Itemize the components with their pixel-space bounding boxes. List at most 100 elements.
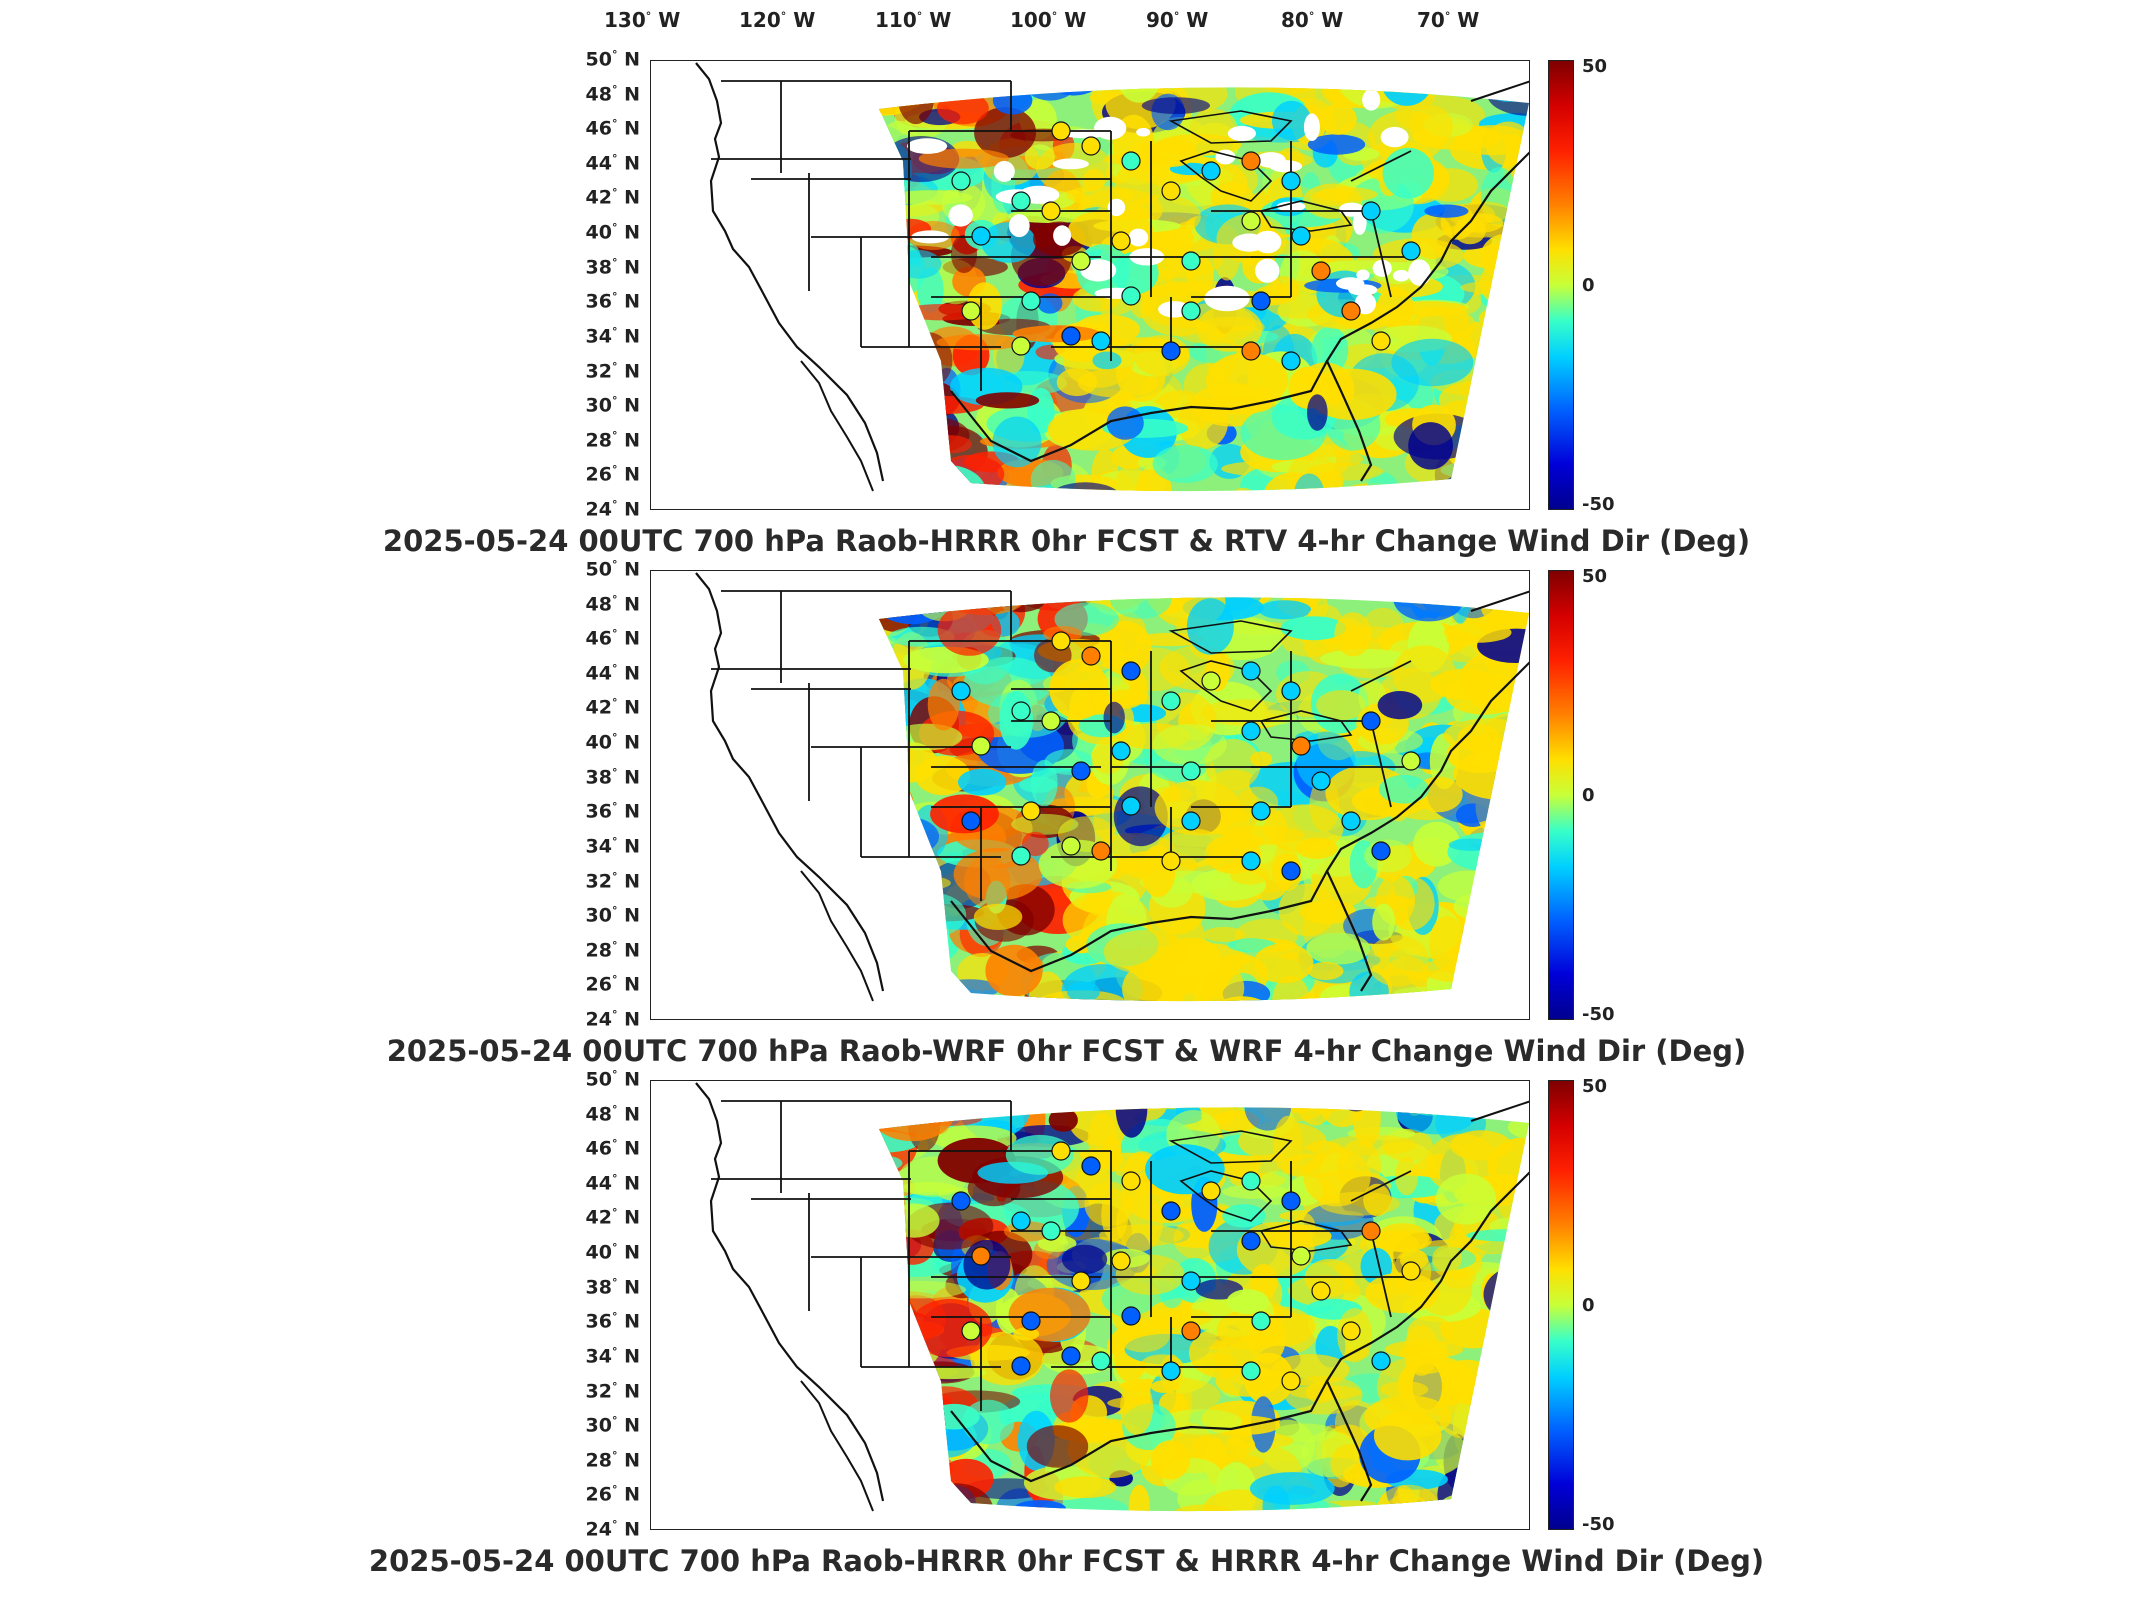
raob-station-marker (951, 171, 971, 191)
raob-station-marker (961, 811, 981, 831)
raob-station-marker (1051, 631, 1071, 651)
raob-station-marker (1041, 711, 1061, 731)
wind-direction-field (695, 572, 1529, 1002)
raob-station-marker (1371, 1351, 1391, 1371)
raob-station-marker (1401, 1261, 1421, 1281)
latitude-tick-label: 34° N (585, 324, 640, 348)
latitude-tick-label: 30° N (585, 394, 640, 417)
raob-station-marker (1281, 861, 1301, 881)
state-boundaries (695, 572, 1529, 1002)
raob-station-marker (1011, 1211, 1031, 1231)
colorbar-tick-label: -50 (1582, 494, 1615, 515)
latitude-tick-label: 32° N (585, 869, 640, 892)
latitude-tick-label: 40° N (585, 1241, 640, 1264)
raob-station-marker (1241, 151, 1261, 171)
raob-station-marker (1251, 1311, 1271, 1331)
raob-station-marker (1371, 331, 1391, 351)
raob-station-marker (1011, 846, 1031, 866)
latitude-tick-label: 26° N (585, 973, 640, 996)
latitude-tick-label: 24° N (585, 1008, 640, 1031)
colorbar-tick-label: 0 (1582, 275, 1595, 296)
raob-station-marker (1281, 1191, 1301, 1211)
raob-station-marker (1011, 336, 1031, 356)
colorbar (1548, 1080, 1574, 1530)
raob-station-marker (1021, 291, 1041, 311)
colorbar-tick-label: 50 (1582, 566, 1608, 587)
latitude-tick-label: 42° N (585, 186, 640, 209)
raob-station-marker (1121, 796, 1141, 816)
latitude-tick-label: 46° N (585, 1137, 640, 1160)
raob-station-marker (1041, 201, 1061, 221)
raob-station-marker (1341, 301, 1361, 321)
raob-station-marker (1181, 1271, 1201, 1291)
raob-station-marker (1161, 1361, 1181, 1381)
longitude-tick-label: 70° W (1417, 8, 1480, 32)
raob-station-marker (1071, 761, 1091, 781)
raob-station-marker (961, 1321, 981, 1341)
raob-station-marker (1241, 1171, 1261, 1191)
raob-station-marker (1361, 201, 1381, 221)
raob-station-marker (1111, 741, 1131, 761)
latitude-tick-label: 24° N (585, 498, 640, 521)
raob-station-marker (1091, 841, 1111, 861)
longitude-tick-label: 90° W (1146, 8, 1209, 32)
raob-station-marker (971, 1246, 991, 1266)
raob-station-marker (1361, 711, 1381, 731)
panel-caption: 2025-05-24 00UTC 700 hPa Raob-HRRR 0hr F… (382, 524, 1751, 558)
raob-station-marker (1161, 691, 1181, 711)
raob-station-marker (1051, 1141, 1071, 1161)
latitude-tick-label: 50° N (585, 1068, 640, 1091)
colorbar-tick-label: 50 (1582, 56, 1608, 77)
latitude-tick-label: 38° N (585, 255, 640, 279)
raob-station-marker (1201, 161, 1221, 181)
raob-station-marker (1121, 1306, 1141, 1326)
longitude-tick-label: 130° W (604, 8, 681, 32)
raob-station-marker (1071, 251, 1091, 271)
raob-station-marker (1371, 841, 1391, 861)
latitude-tick-label: 48° N (585, 592, 640, 615)
raob-station-marker (1281, 171, 1301, 191)
latitude-tick-label: 46° N (585, 627, 640, 650)
raob-station-marker (1081, 646, 1101, 666)
latitude-tick-label: 26° N (585, 1483, 640, 1506)
longitude-tick-label: 120° W (739, 8, 816, 32)
raob-station-marker (1401, 241, 1421, 261)
latitude-tick-label: 32° N (585, 1379, 640, 1402)
raob-station-marker (1241, 1231, 1261, 1251)
latitude-tick-label: 46° N (585, 117, 640, 140)
colorbar-tick-label: -50 (1582, 1514, 1615, 1535)
raob-station-marker (1241, 341, 1261, 361)
colorbar (1548, 60, 1574, 510)
raob-station-marker (1251, 801, 1271, 821)
raob-station-marker (1161, 181, 1181, 201)
raob-station-marker (1181, 811, 1201, 831)
raob-station-marker (1121, 661, 1141, 681)
raob-station-marker (1041, 1221, 1061, 1241)
raob-station-marker (1201, 1181, 1221, 1201)
colorbar-tick-label: 50 (1582, 1076, 1608, 1097)
panel-caption: 2025-05-24 00UTC 700 hPa Raob-WRF 0hr FC… (386, 1034, 1747, 1068)
latitude-tick-label: 50° N (585, 558, 640, 581)
raob-station-marker (1281, 1371, 1301, 1391)
colorbar (1548, 570, 1574, 1020)
raob-station-marker (1121, 151, 1141, 171)
longitude-tick-label: 100° W (1010, 8, 1087, 32)
latitude-tick-label: 34° N (585, 834, 640, 858)
raob-station-marker (951, 681, 971, 701)
colorbar-tick-label: 0 (1582, 1295, 1595, 1316)
raob-station-marker (1091, 1351, 1111, 1371)
raob-station-marker (1021, 1311, 1041, 1331)
raob-station-marker (971, 736, 991, 756)
latitude-tick-label: 38° N (585, 765, 640, 789)
raob-station-marker (1311, 261, 1331, 281)
raob-station-marker (1291, 736, 1311, 756)
raob-station-marker (1361, 1221, 1381, 1241)
latitude-tick-label: 28° N (585, 428, 640, 452)
raob-station-marker (1011, 1356, 1031, 1376)
raob-station-marker (1081, 1156, 1101, 1176)
raob-station-marker (1181, 761, 1201, 781)
raob-station-marker (1311, 771, 1331, 791)
raob-station-marker (1291, 1246, 1311, 1266)
raob-station-marker (1111, 231, 1131, 251)
raob-station-marker (1051, 121, 1071, 141)
